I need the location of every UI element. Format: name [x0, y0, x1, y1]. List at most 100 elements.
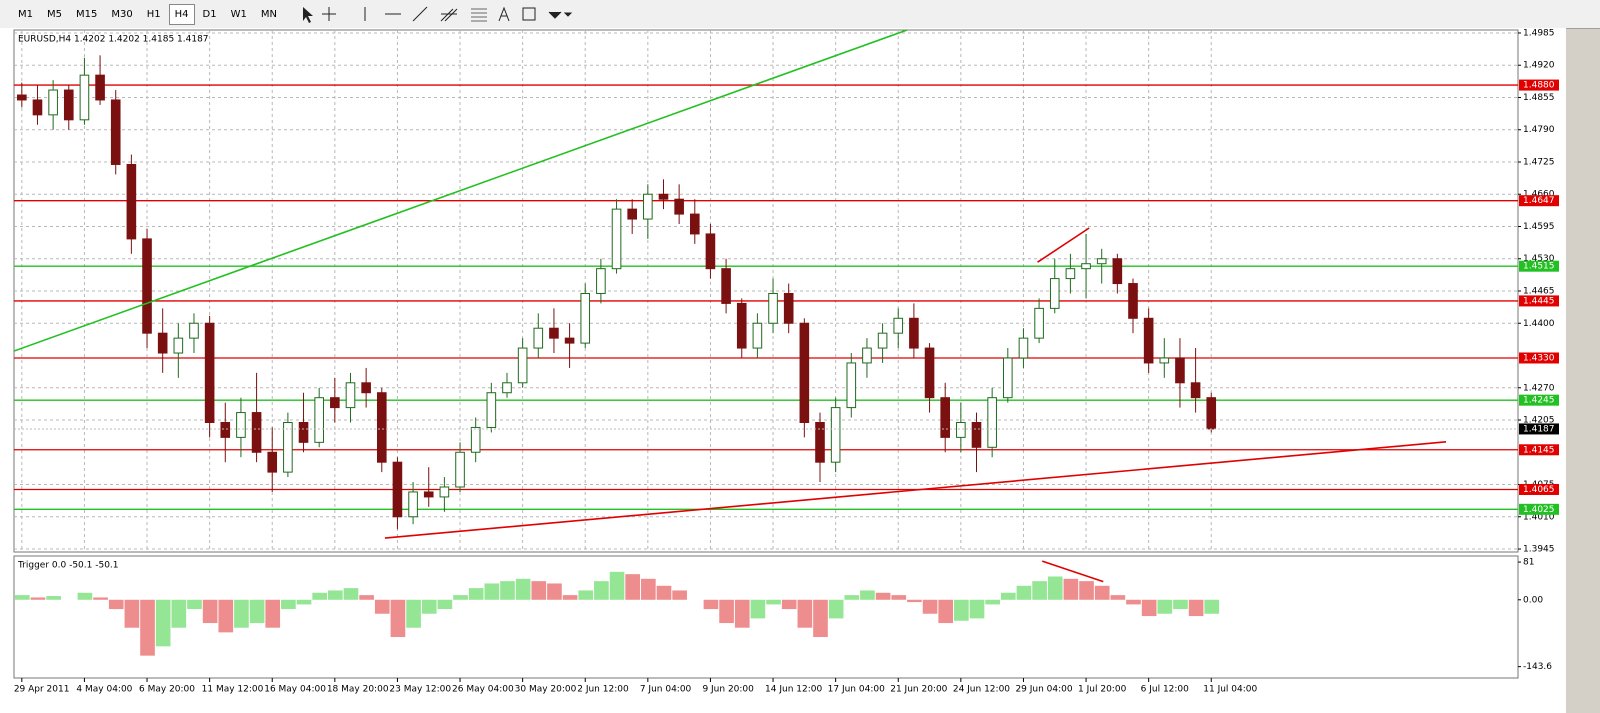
- crosshair-tool[interactable]: [321, 7, 336, 21]
- indicator-bar: [249, 599, 265, 624]
- y-tick-label: 1.4010: [1523, 512, 1555, 522]
- x-tick-label: 6 Jul 12:00: [1141, 685, 1190, 695]
- level-label: 1.4245: [1523, 396, 1555, 406]
- text-tool[interactable]: [498, 6, 510, 22]
- indicator-bar: [703, 599, 719, 610]
- candle-body: [1081, 263, 1091, 270]
- label-tool[interactable]: [522, 7, 536, 21]
- indicator-bar: [969, 599, 985, 619]
- indicator-bar: [108, 599, 124, 610]
- y-tick-label: 81: [1523, 558, 1534, 568]
- candle-body: [830, 407, 841, 463]
- timeframe-button[interactable]: H1: [146, 8, 161, 20]
- timeframe-button[interactable]: W1: [230, 8, 247, 20]
- timeframe-button[interactable]: M30: [111, 8, 133, 20]
- candle-body: [204, 322, 215, 423]
- indicator-bar: [484, 583, 500, 600]
- indicator-bar: [202, 599, 218, 624]
- indicator-bar: [515, 578, 531, 600]
- candle-body: [1143, 317, 1154, 364]
- timeframe-button[interactable]: M1: [18, 8, 33, 20]
- indicator-bar: [1141, 599, 1157, 617]
- candle-body: [1096, 258, 1107, 265]
- candle-body: [783, 292, 794, 324]
- candle-body: [987, 397, 997, 448]
- timeframe-button[interactable]: D1: [202, 8, 217, 20]
- candle-body: [48, 89, 58, 116]
- level-label: 1.4330: [1523, 353, 1555, 363]
- level-label-box: [1519, 483, 1559, 495]
- y-tick-label: 1.4530: [1523, 254, 1555, 264]
- current-price-label: 1.4187: [1523, 424, 1555, 434]
- indicator-bar: [93, 597, 108, 600]
- candle-body: [736, 302, 747, 349]
- toolbar: M1 M5 M15 M30 H1 H4 D1 W1 MN: [0, 0, 1600, 29]
- candle-body: [330, 397, 340, 409]
- candle-body: [157, 332, 168, 354]
- arrow-tool[interactable]: [548, 11, 573, 19]
- candle-body: [815, 421, 825, 463]
- indicator-bar: [421, 599, 437, 614]
- candle-body: [470, 426, 481, 453]
- indicator-bar: [15, 595, 30, 600]
- indicator-bar: [374, 599, 390, 614]
- x-tick-label: 2 Jun 12:00: [577, 685, 629, 695]
- level-label: 1.4647: [1523, 196, 1555, 206]
- trendline-tool[interactable]: [412, 6, 428, 22]
- timeframe-button[interactable]: H4: [168, 3, 195, 25]
- indicator-bar: [1063, 578, 1079, 600]
- trendline: [1037, 227, 1090, 263]
- timeframe-button[interactable]: MN: [260, 8, 277, 20]
- fibo-tool[interactable]: [470, 8, 487, 22]
- level-label-box: [1519, 79, 1559, 91]
- level-label: 1.4445: [1523, 296, 1555, 306]
- candle-body: [1112, 258, 1123, 285]
- candle-body: [345, 382, 356, 409]
- indicator-bar: [390, 599, 406, 638]
- x-tick-label: 16 May 04:00: [264, 685, 326, 695]
- indicator-bar: [77, 592, 93, 600]
- candle-body: [517, 347, 528, 384]
- candle-body: [1034, 307, 1044, 339]
- indicator-bar: [406, 599, 421, 628]
- candle-body: [220, 421, 231, 438]
- candle-body: [721, 268, 731, 304]
- indicator-panel: [13, 555, 1519, 679]
- level-label: 1.4065: [1523, 485, 1555, 495]
- x-tick-label: 29 Apr 2011: [14, 685, 70, 695]
- candle-body: [768, 292, 778, 324]
- candle-body: [376, 392, 387, 463]
- indicator-bar: [985, 599, 1000, 605]
- channel-tool[interactable]: [440, 8, 458, 22]
- level-label-box: [1519, 260, 1559, 272]
- indicator-bar: [734, 599, 750, 628]
- level-label-box: [1519, 394, 1559, 406]
- indicator-bar: [343, 588, 359, 600]
- indicator-title: Trigger 0.0 -50.1 -50.1: [17, 561, 119, 571]
- trendline: [14, 30, 908, 352]
- candle-body: [674, 198, 684, 215]
- indicator-bar: [1188, 599, 1204, 617]
- current-price-box: [1519, 423, 1559, 435]
- x-tick-label: 26 May 04:00: [452, 685, 514, 695]
- level-label: 1.4025: [1523, 505, 1555, 515]
- candle-body: [251, 412, 262, 453]
- timeframe-button[interactable]: M15: [76, 8, 98, 20]
- indicator-bar: [625, 574, 641, 600]
- main-plot: [14, 30, 1518, 552]
- indicator-bar: [1126, 599, 1141, 605]
- candle-body: [658, 193, 669, 200]
- candle-body: [596, 268, 606, 294]
- candle-body: [408, 491, 418, 518]
- indicator-bar: [750, 599, 766, 619]
- indicator-bar: [1000, 592, 1016, 600]
- candle-body: [893, 317, 904, 334]
- indicator-bar: [218, 599, 234, 633]
- timeframe-button[interactable]: M5: [47, 8, 62, 20]
- candle-body: [799, 322, 810, 423]
- indicator-bar: [609, 571, 625, 600]
- trendline: [1041, 560, 1104, 583]
- indicator-bar: [124, 599, 140, 628]
- cursor-tool[interactable]: [302, 7, 313, 23]
